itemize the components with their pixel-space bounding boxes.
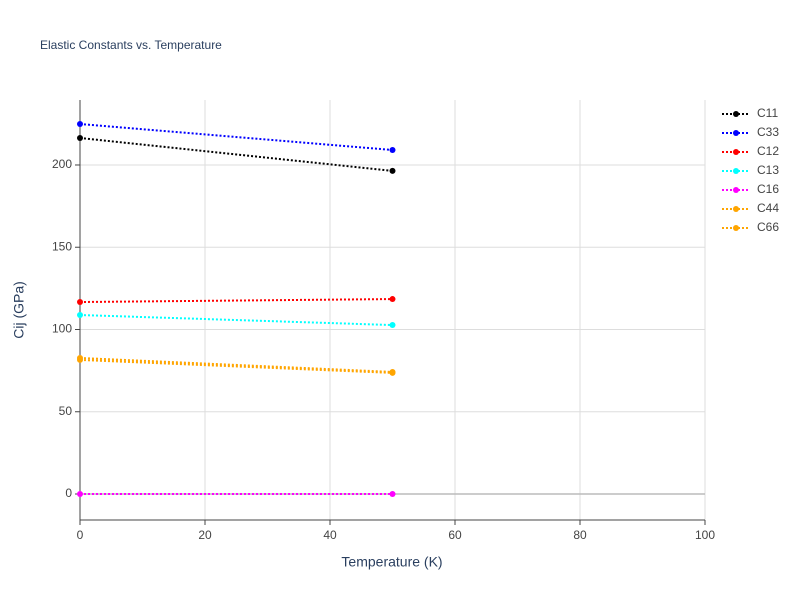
y-tick-label: 0 <box>65 486 72 500</box>
x-tick-label: 100 <box>695 528 715 542</box>
chart-title: Elastic Constants vs. Temperature <box>40 38 222 52</box>
point <box>77 356 83 363</box>
x-tick-label: 20 <box>198 528 212 542</box>
point <box>389 147 396 154</box>
legend-marker <box>733 187 739 193</box>
series-line <box>79 358 393 374</box>
series-line <box>79 314 393 327</box>
x-tick-label: 40 <box>323 528 337 542</box>
y-tick-label: 150 <box>52 239 72 253</box>
point <box>77 491 83 498</box>
series-line <box>79 298 393 304</box>
legend-marker <box>733 149 739 155</box>
point <box>389 322 396 329</box>
x-tick-label: 60 <box>448 528 462 542</box>
x-axis-title: Temperature (K) <box>341 554 442 570</box>
legend-label: C66 <box>757 220 779 234</box>
legend-marker <box>733 130 739 136</box>
point <box>77 299 83 306</box>
legend-label: C33 <box>757 125 779 139</box>
legend-label: C16 <box>757 182 779 196</box>
legend-label: C44 <box>757 201 779 215</box>
x-tick-label: 80 <box>573 528 587 542</box>
point <box>389 369 396 376</box>
point <box>389 491 396 498</box>
legend-label: C11 <box>757 106 778 120</box>
legend-marker <box>733 225 739 231</box>
legend-label: C13 <box>757 163 779 177</box>
point <box>77 121 83 128</box>
point <box>389 296 396 303</box>
series-line <box>79 137 393 172</box>
series-line <box>79 356 393 373</box>
y-tick-label: 200 <box>52 157 72 171</box>
y-axis-title: Cij (GPa) <box>11 281 27 339</box>
series-line <box>79 123 393 152</box>
legend-marker <box>733 206 739 212</box>
legend-label: C12 <box>757 144 779 158</box>
legend-marker <box>733 168 739 174</box>
point <box>77 312 83 319</box>
point <box>389 167 396 174</box>
point <box>77 135 83 142</box>
y-tick-label: 50 <box>59 404 73 418</box>
legend-marker <box>733 111 739 117</box>
y-tick-label: 100 <box>52 322 72 336</box>
x-tick-label: 0 <box>77 528 84 542</box>
